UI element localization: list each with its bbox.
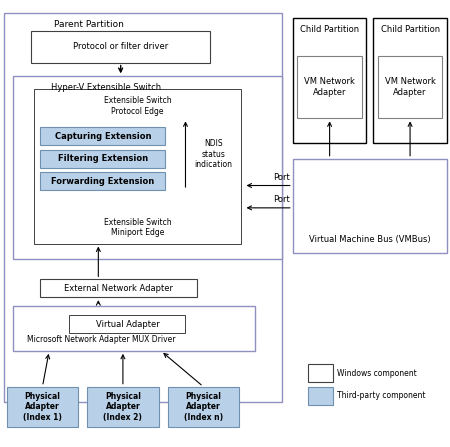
Bar bbox=[14, 76, 282, 259]
Bar bbox=[4, 13, 282, 402]
Text: Port: Port bbox=[273, 173, 290, 182]
Bar bbox=[40, 279, 197, 297]
Text: Hyper-V Extensible Switch: Hyper-V Extensible Switch bbox=[51, 83, 162, 92]
Bar bbox=[378, 56, 442, 118]
Text: Physical
Adapter
(Index 2): Physical Adapter (Index 2) bbox=[104, 392, 142, 422]
Text: Filtering Extension: Filtering Extension bbox=[58, 154, 148, 163]
Bar bbox=[308, 387, 333, 405]
Text: Third-party component: Third-party component bbox=[338, 391, 426, 400]
Text: Child Partition: Child Partition bbox=[300, 25, 359, 34]
Text: Parent Partition: Parent Partition bbox=[54, 20, 124, 29]
Bar bbox=[87, 387, 159, 427]
Text: VM Network
Adapter: VM Network Adapter bbox=[304, 77, 355, 97]
Text: NDIS
status
indication: NDIS status indication bbox=[194, 139, 232, 169]
Bar bbox=[14, 306, 255, 351]
Bar bbox=[40, 150, 165, 168]
Bar bbox=[308, 364, 333, 382]
Text: Microsoft Network Adapter MUX Driver: Microsoft Network Adapter MUX Driver bbox=[27, 335, 176, 344]
Bar bbox=[293, 18, 366, 143]
Text: Extensible Switch
Protocol Edge: Extensible Switch Protocol Edge bbox=[104, 96, 171, 115]
Text: VM Network
Adapter: VM Network Adapter bbox=[385, 77, 436, 97]
Text: External Network Adapter: External Network Adapter bbox=[64, 284, 173, 293]
Bar bbox=[167, 387, 239, 427]
Text: Virtual Machine Bus (VMBus): Virtual Machine Bus (VMBus) bbox=[309, 235, 431, 244]
Bar bbox=[40, 172, 165, 190]
Text: Windows component: Windows component bbox=[338, 369, 417, 378]
Text: Protocol or filter driver: Protocol or filter driver bbox=[73, 42, 168, 51]
Bar bbox=[33, 89, 241, 244]
Text: Physical
Adapter
(Index n): Physical Adapter (Index n) bbox=[184, 392, 223, 422]
Text: Physical
Adapter
(Index 1): Physical Adapter (Index 1) bbox=[23, 392, 62, 422]
Text: Child Partition: Child Partition bbox=[381, 25, 440, 34]
Text: Port: Port bbox=[273, 195, 290, 204]
Text: Virtual Adapter: Virtual Adapter bbox=[95, 320, 159, 329]
Bar bbox=[69, 315, 185, 333]
Bar bbox=[32, 31, 210, 63]
Bar bbox=[373, 18, 447, 143]
Text: Forwarding Extension: Forwarding Extension bbox=[51, 177, 154, 186]
Text: Capturing Extension: Capturing Extension bbox=[54, 132, 151, 141]
Bar bbox=[293, 159, 447, 253]
Text: Extensible Switch
Miniport Edge: Extensible Switch Miniport Edge bbox=[104, 218, 171, 237]
Bar bbox=[40, 127, 165, 145]
Bar bbox=[7, 387, 78, 427]
Bar bbox=[297, 56, 362, 118]
